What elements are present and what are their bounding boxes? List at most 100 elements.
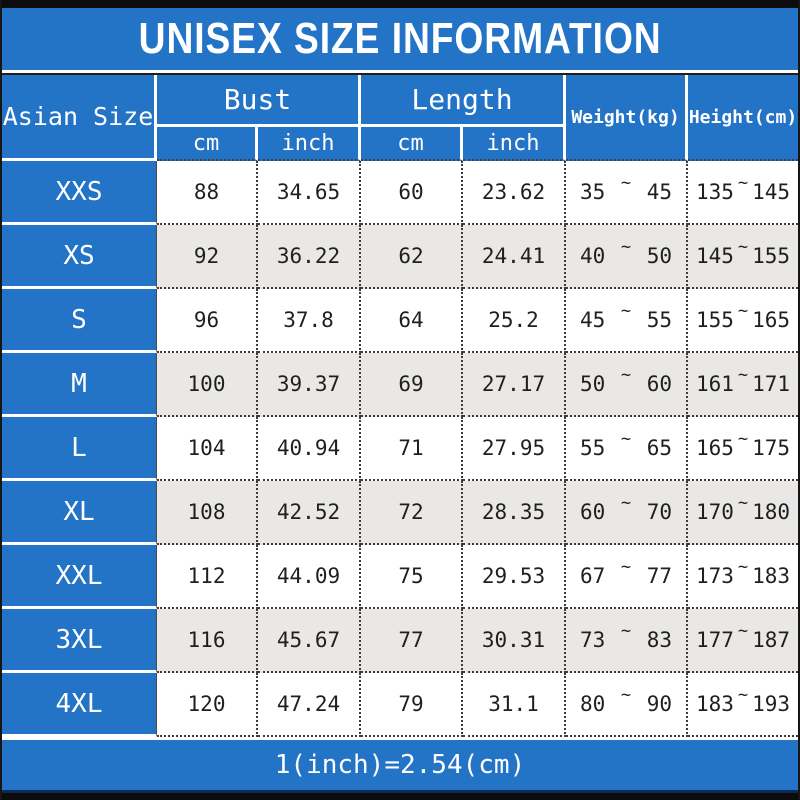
weight-range-cell: 67 ~77 (566, 545, 688, 609)
weight-max: 83 (646, 628, 672, 652)
weight-min: 67 (580, 564, 606, 588)
bust-cm-cell: 112 (157, 545, 258, 609)
length-cm-cell: 77 (361, 609, 463, 673)
table-row-xxl: XXL 112 44.09 75 29.53 67 ~77 173 ~183 (2, 545, 798, 609)
weight-max: 65 (646, 436, 672, 460)
height-max: 183 (752, 564, 790, 588)
height-min: 155 (696, 308, 734, 332)
weight-min: 73 (580, 628, 606, 652)
bust-inch-cell: 47.24 (258, 673, 361, 737)
tilde-glyph: ~ (737, 237, 749, 257)
height-min: 165 (696, 436, 734, 460)
height-min: 173 (696, 564, 734, 588)
tilde-glyph: ~ (737, 557, 749, 577)
tilde-glyph: ~ (737, 365, 749, 385)
weight-min: 45 (580, 308, 606, 332)
table-row-s: S 96 37.8 64 25.2 45 ~55 155 ~165 (2, 289, 798, 353)
length-cm-cell: 60 (361, 161, 463, 225)
tilde-glyph: ~ (620, 237, 632, 257)
weight-range-cell: 45 ~55 (566, 289, 688, 353)
bust-cm-cell: 96 (157, 289, 258, 353)
length-cm-cell: 72 (361, 481, 463, 545)
bust-cm-cell: 100 (157, 353, 258, 417)
bust-cm-cell: 108 (157, 481, 258, 545)
size-label-cell: M (2, 353, 157, 417)
table-row-xs: XS 92 36.22 62 24.41 40 ~50 145 ~155 (2, 225, 798, 289)
height-range-cell: 165 ~175 (688, 417, 798, 481)
title-band: UNISEX SIZE INFORMATION (2, 8, 798, 73)
length-cm-cell: 64 (361, 289, 463, 353)
bust-inch-cell: 39.37 (258, 353, 361, 417)
height-range-cell: 155 ~165 (688, 289, 798, 353)
size-label-cell: XXL (2, 545, 157, 609)
bust-cm-cell: 120 (157, 673, 258, 737)
weight-range-cell: 35 ~45 (566, 161, 688, 225)
tilde-glyph: ~ (620, 621, 632, 641)
header-bust: Bust (157, 75, 361, 127)
bust-inch-cell: 36.22 (258, 225, 361, 289)
tilde-glyph: ~ (620, 429, 632, 449)
tilde-glyph: ~ (737, 621, 749, 641)
header-length: Length (361, 75, 566, 127)
height-max: 175 (752, 436, 790, 460)
weight-min: 50 (580, 372, 606, 396)
height-min: 135 (696, 180, 734, 204)
table-row-xxs: XXS 88 34.65 60 23.62 35 ~45 135 ~145 (2, 161, 798, 225)
table-row-m: M 100 39.37 69 27.17 50 ~60 161 ~171 (2, 353, 798, 417)
weight-max: 60 (646, 372, 672, 396)
height-min: 183 (696, 692, 734, 716)
weight-min: 55 (580, 436, 606, 460)
bust-inch-cell: 45.67 (258, 609, 361, 673)
weight-range-cell: 60 ~70 (566, 481, 688, 545)
length-inch-cell: 25.2 (463, 289, 566, 353)
length-cm-cell: 62 (361, 225, 463, 289)
height-max: 193 (752, 692, 790, 716)
length-inch-cell: 27.17 (463, 353, 566, 417)
bust-inch-cell: 40.94 (258, 417, 361, 481)
weight-min: 60 (580, 500, 606, 524)
length-cm-cell: 79 (361, 673, 463, 737)
length-cm-cell: 75 (361, 545, 463, 609)
footer-divider (2, 737, 798, 740)
weight-max: 50 (646, 244, 672, 268)
length-inch-cell: 31.1 (463, 673, 566, 737)
weight-max: 45 (646, 180, 672, 204)
bust-inch-cell: 37.8 (258, 289, 361, 353)
height-max: 187 (752, 628, 790, 652)
weight-max: 77 (646, 564, 672, 588)
height-range-cell: 183 ~193 (688, 673, 798, 737)
size-label-cell: L (2, 417, 157, 481)
tilde-glyph: ~ (737, 173, 749, 193)
size-label-cell: XS (2, 225, 157, 289)
bust-inch-cell: 44.09 (258, 545, 361, 609)
height-range-cell: 173 ~183 (688, 545, 798, 609)
tilde-glyph: ~ (620, 301, 632, 321)
header-height-cm: Height(cm) (688, 75, 798, 161)
height-max: 155 (752, 244, 790, 268)
height-min: 177 (696, 628, 734, 652)
weight-max: 70 (646, 500, 672, 524)
table-row-l: L 104 40.94 71 27.95 55 ~65 165 ~175 (2, 417, 798, 481)
height-min: 145 (696, 244, 734, 268)
bust-cm-cell: 92 (157, 225, 258, 289)
tilde-glyph: ~ (620, 365, 632, 385)
weight-range-cell: 73 ~83 (566, 609, 688, 673)
header-bust-inch: inch (258, 127, 361, 161)
tilde-glyph: ~ (737, 493, 749, 513)
conversion-note: 1(inch)=2.54(cm) (274, 750, 526, 780)
weight-max: 90 (646, 692, 672, 716)
bust-cm-cell: 116 (157, 609, 258, 673)
length-inch-cell: 28.35 (463, 481, 566, 545)
height-max: 180 (752, 500, 790, 524)
tilde-glyph: ~ (620, 493, 632, 513)
length-inch-cell: 24.41 (463, 225, 566, 289)
length-cm-cell: 71 (361, 417, 463, 481)
table-header: Asian Size Bust Length Weight(kg) Height… (2, 73, 798, 161)
page-title: UNISEX SIZE INFORMATION (138, 14, 662, 63)
size-label-cell: 4XL (2, 673, 157, 737)
header-length-cm: cm (361, 127, 463, 161)
top-border-bar (2, 0, 798, 8)
bust-inch-cell: 42.52 (258, 481, 361, 545)
tilde-glyph: ~ (737, 301, 749, 321)
